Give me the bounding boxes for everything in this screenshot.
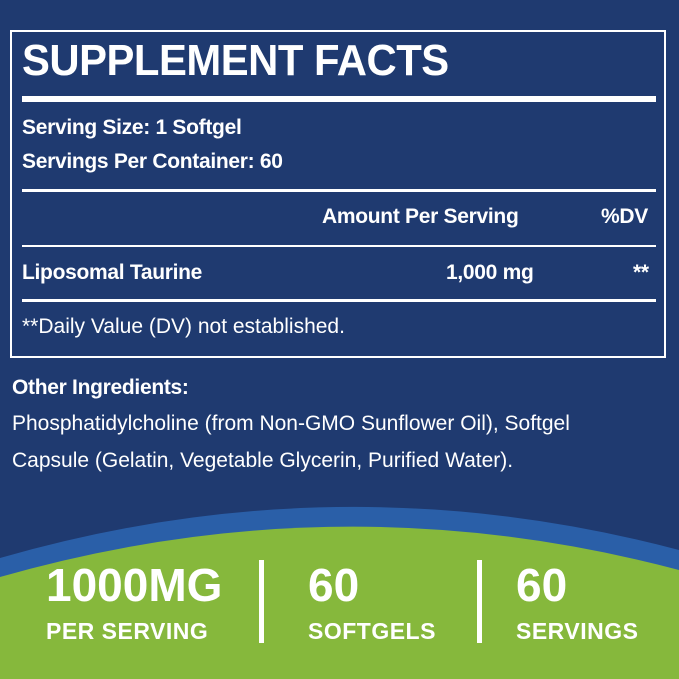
footnote: **Daily Value (DV) not established. (22, 315, 345, 338)
stat-divider (259, 560, 264, 643)
other-ingredients-line: Phosphatidylcholine (from Non-GMO Sunflo… (12, 412, 570, 435)
divider (22, 299, 656, 302)
other-ingredients-line: Capsule (Gelatin, Vegetable Glycerin, Pu… (12, 449, 514, 472)
wave-background (0, 506, 679, 679)
other-ingredients-label: Other Ingredients: (12, 376, 189, 399)
divider (22, 189, 656, 192)
servings-per-container: Servings Per Container: 60 (22, 150, 283, 173)
ingredient-name: Liposomal Taurine (22, 261, 203, 284)
serving-size: Serving Size: 1 Softgel (22, 116, 242, 139)
ingredient-amount: 1,000 mg (446, 261, 534, 284)
thick-divider (22, 96, 656, 102)
stat-value: 60 (308, 559, 360, 611)
panel-title: SUPPLEMENT FACTS (22, 36, 449, 85)
stat-value: 1000MG (46, 559, 223, 611)
supplement-facts-panel (10, 30, 666, 358)
divider (22, 245, 656, 247)
ingredient-dv: ** (633, 261, 649, 284)
stat-divider (477, 560, 482, 643)
stat-value: 60 (516, 559, 568, 611)
stat-label: SOFTGELS (308, 618, 436, 644)
dv-header: %DV (601, 205, 648, 228)
amount-header: Amount Per Serving (322, 205, 519, 228)
stat-label: PER SERVING (46, 618, 209, 644)
stat-label: SERVINGS (516, 618, 639, 644)
